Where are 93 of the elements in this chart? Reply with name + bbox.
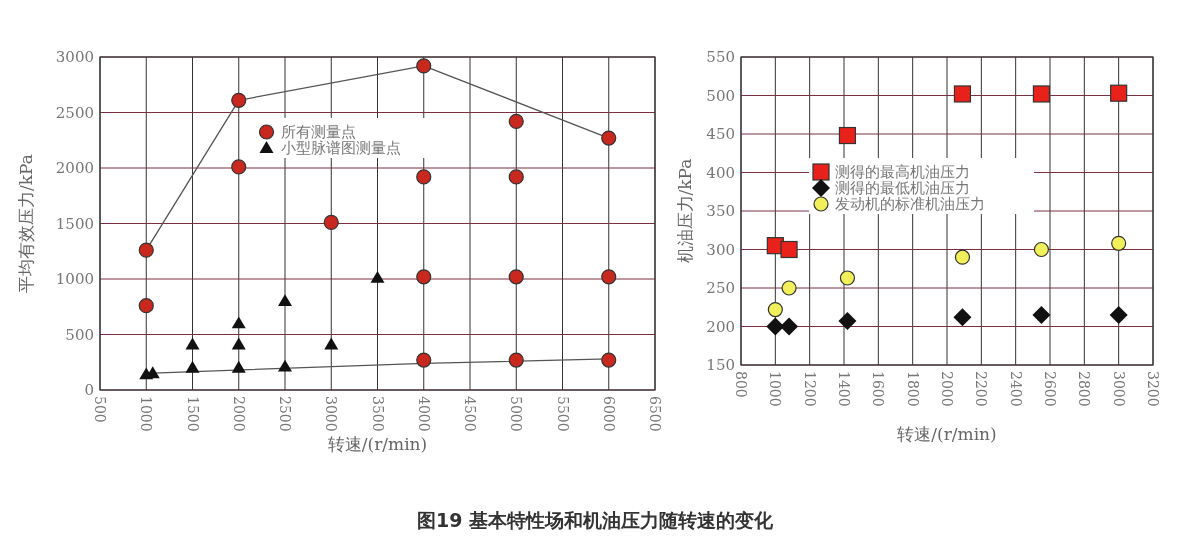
point: [780, 317, 799, 336]
point: [1032, 305, 1051, 324]
x-tick-label: 4500: [462, 396, 478, 432]
point: [138, 242, 154, 258]
y-tick-label: 500: [65, 325, 94, 344]
point: [370, 270, 385, 283]
point: [780, 240, 798, 259]
y-tick-label: 2000: [55, 159, 94, 177]
point: [838, 126, 857, 145]
x-tick-label: 2400: [1007, 371, 1024, 407]
y-tick-label: 150: [706, 356, 735, 374]
x-tick-label: 2000: [939, 371, 955, 407]
point: [231, 360, 246, 373]
x-tick-label: 6500: [647, 396, 663, 432]
point: [1110, 84, 1128, 102]
y-tick-label: 550: [706, 48, 735, 66]
y-tick-label: 2500: [55, 103, 94, 122]
y-tick-label: 350: [706, 202, 735, 220]
point: [1111, 235, 1127, 251]
point: [416, 269, 432, 285]
point: [508, 269, 524, 285]
point: [1033, 241, 1050, 258]
point: [839, 270, 856, 286]
caption: 图19 基本特性场和机油压力随转速的变化: [416, 509, 775, 531]
x-tick-label: 2200: [973, 371, 990, 407]
point: [231, 337, 246, 350]
x-axis-title: 转速/(r/min): [327, 434, 428, 454]
x-tick-label: 3000: [1110, 371, 1127, 407]
point: [231, 92, 247, 108]
point: [1109, 305, 1128, 324]
y-tick-label: 300: [706, 240, 735, 259]
point: [416, 58, 432, 74]
x-tick-label: 5500: [554, 396, 571, 432]
point: [601, 130, 617, 146]
y-tick-label: 1500: [55, 214, 94, 233]
x-tick-label: 2500: [277, 396, 293, 432]
x-tick-label: 5000: [508, 396, 525, 432]
point: [231, 316, 246, 329]
point: [767, 301, 783, 318]
point: [323, 214, 339, 230]
y-tick-label: 200: [706, 317, 735, 336]
x-tick-label: 1500: [184, 396, 201, 432]
x-tick-label: 1000: [767, 371, 784, 407]
point: [838, 312, 857, 331]
x-tick-label: 1800: [904, 371, 921, 407]
y-axis-title: 平均有效压力/kPa: [16, 154, 36, 293]
y-tick-label: 1000: [55, 270, 94, 288]
legend-label: 所有测量点: [280, 123, 356, 141]
point: [766, 317, 785, 336]
legend-label: 测得的最高机油压力: [835, 163, 970, 181]
x-tick-label: 4000: [415, 396, 432, 432]
point: [138, 298, 154, 314]
y-tick-label: 500: [706, 86, 735, 105]
point: [508, 352, 524, 368]
x-tick-label: 1200: [801, 371, 818, 407]
x-tick-label: 800: [733, 371, 749, 398]
y-tick-label: 450: [706, 125, 735, 143]
legend-label: 小型脉谱图测量点: [280, 139, 401, 157]
point: [781, 280, 797, 296]
x-tick-label: 2600: [1042, 371, 1058, 407]
x-tick-label: 1400: [836, 371, 852, 407]
x-axis-title: 转速/(r/min): [897, 424, 997, 444]
point: [508, 113, 524, 129]
point: [953, 85, 972, 103]
legend-label: 测得的最低机油压力: [835, 179, 970, 197]
x-tick-label: 1000: [138, 396, 155, 432]
point: [953, 308, 972, 327]
legend-label: 发动机的标准机油压力: [835, 195, 985, 213]
point: [278, 359, 292, 372]
x-tick-label: 3000: [323, 396, 340, 432]
point: [1032, 85, 1051, 103]
x-tick-label: 1600: [870, 371, 887, 407]
point: [601, 269, 617, 285]
point: [231, 159, 247, 175]
point: [185, 337, 200, 350]
point: [278, 294, 292, 307]
x-tick-label: 3500: [369, 396, 386, 432]
y-axis-title: 机油压力/kPa: [675, 158, 695, 264]
y-tick-label: 250: [706, 279, 735, 297]
point: [185, 360, 200, 373]
point: [601, 352, 617, 368]
point: [324, 337, 339, 350]
x-tick-label: 2800: [1076, 371, 1093, 407]
x-tick-label: 6000: [600, 396, 617, 432]
point: [954, 249, 971, 265]
y-tick-label: 3000: [55, 48, 94, 66]
point: [416, 169, 432, 185]
point: [508, 169, 524, 185]
x-tick-label: 3200: [1145, 371, 1161, 407]
x-tick-label: 2000: [230, 396, 247, 432]
y-tick-label: 400: [706, 163, 735, 182]
y-tick-label: 0: [84, 381, 94, 399]
point: [416, 352, 432, 368]
